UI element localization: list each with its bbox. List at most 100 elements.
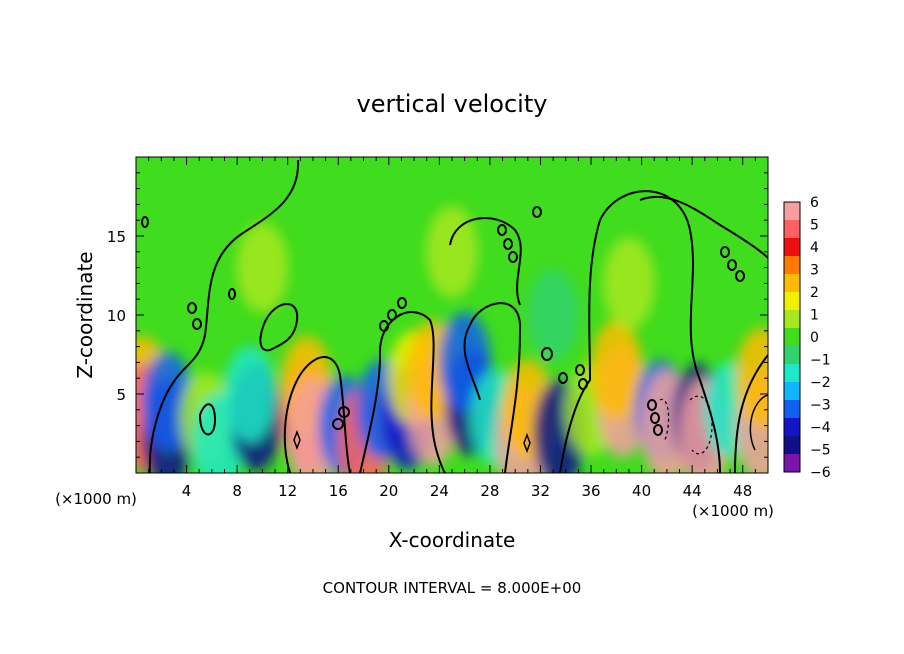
x-tick-label: 20 bbox=[379, 482, 398, 500]
colorbar-label: 5 bbox=[810, 218, 819, 234]
colorbar-label: −3 bbox=[810, 398, 831, 414]
contour-line bbox=[559, 190, 721, 473]
contour-line bbox=[148, 159, 300, 473]
contour-line bbox=[463, 302, 522, 473]
velocity-cell bbox=[426, 205, 478, 298]
colorbar-segment bbox=[784, 256, 800, 275]
colorbar-segment bbox=[784, 454, 800, 473]
contour-line bbox=[578, 378, 588, 390]
velocity-cell bbox=[527, 269, 580, 361]
contour-line bbox=[503, 238, 513, 250]
contour-line bbox=[639, 195, 768, 259]
velocity-cell bbox=[602, 237, 655, 330]
colorbar-label: 0 bbox=[810, 330, 819, 346]
chart-title: vertical velocity bbox=[357, 90, 548, 118]
x-tick-label: 48 bbox=[733, 482, 752, 500]
velocity-cell bbox=[590, 320, 643, 421]
contour-line bbox=[497, 224, 507, 236]
x-axis-label: X-coordinate bbox=[389, 528, 516, 552]
colorbar: 6 5 4 3 2 1 0 −1 −2 −3 −4 −5 −6 bbox=[783, 195, 831, 481]
colorbar-segment bbox=[784, 292, 800, 311]
x-tick-label: 12 bbox=[278, 482, 297, 500]
colorbar-segment bbox=[784, 364, 800, 383]
contour-line bbox=[689, 395, 713, 455]
contour-line bbox=[338, 406, 350, 418]
contour-line bbox=[387, 309, 397, 321]
colorbar-segment bbox=[784, 220, 800, 239]
colorbar-label: −5 bbox=[810, 443, 831, 459]
contour-line bbox=[523, 432, 531, 454]
colorbar-segment bbox=[784, 418, 800, 437]
velocity-cell bbox=[735, 328, 768, 429]
colorbar-label: 4 bbox=[810, 240, 819, 256]
contour-line bbox=[532, 206, 542, 218]
colorbar-segment bbox=[784, 310, 800, 329]
colorbar-label: −6 bbox=[810, 465, 831, 481]
colorbar-label: −4 bbox=[810, 420, 831, 436]
contour-line bbox=[359, 311, 446, 473]
x-tick-label: 40 bbox=[632, 482, 651, 500]
contour-line bbox=[397, 297, 407, 309]
y-tick-label: 15 bbox=[107, 228, 126, 246]
contour-line bbox=[449, 217, 522, 306]
contour-line bbox=[198, 403, 217, 436]
colorbar-frame bbox=[783, 201, 801, 473]
contour-interval-text: CONTOUR INTERVAL = 8.000E+00 bbox=[323, 579, 582, 597]
x-tick-label: 32 bbox=[531, 482, 550, 500]
contour-line bbox=[735, 270, 745, 282]
contour-line bbox=[720, 246, 730, 258]
colorbar-segment bbox=[784, 436, 800, 455]
contour-line bbox=[727, 259, 737, 271]
y-tick-label: 5 bbox=[116, 386, 126, 404]
contour-line bbox=[332, 418, 344, 430]
x-unit-right: (×1000 m) bbox=[692, 502, 774, 520]
colorbar-segment bbox=[784, 274, 800, 293]
colorbar-label: −1 bbox=[810, 353, 831, 369]
colorbar-label: 2 bbox=[810, 285, 819, 301]
contour-line bbox=[228, 288, 236, 300]
contour-line bbox=[187, 302, 197, 314]
colorbar-label: 6 bbox=[810, 195, 819, 211]
colorbar-segment bbox=[784, 238, 800, 257]
contour-line bbox=[508, 251, 518, 263]
zero-contours bbox=[141, 159, 768, 473]
colorbar-segment bbox=[784, 382, 800, 401]
contour-line bbox=[259, 303, 299, 352]
contour-line bbox=[192, 318, 202, 330]
contour-line bbox=[558, 372, 568, 384]
contour-line bbox=[541, 347, 553, 361]
x-tick-label: 24 bbox=[430, 482, 449, 500]
x-unit-left: (×1000 m) bbox=[55, 490, 137, 508]
contour-line bbox=[379, 320, 389, 332]
colorbar-segment bbox=[784, 328, 800, 347]
y-axis: 5 10 15 bbox=[107, 172, 768, 458]
colorbar-label: −2 bbox=[810, 375, 831, 391]
colorbar-label: 1 bbox=[810, 308, 819, 324]
contour-line bbox=[653, 424, 663, 436]
contour-line bbox=[141, 216, 149, 228]
x-tick-label: 28 bbox=[480, 482, 499, 500]
colorbar-segment bbox=[784, 400, 800, 419]
contour-line bbox=[650, 412, 660, 424]
x-tick-label: 16 bbox=[329, 482, 348, 500]
x-axis: 4 8 12 16 20 24 28 32 36 40 44 48 bbox=[148, 157, 756, 500]
x-tick-label: 8 bbox=[232, 482, 242, 500]
contour-line bbox=[647, 399, 657, 411]
x-tick-label: 4 bbox=[182, 482, 192, 500]
contour-line bbox=[575, 364, 585, 376]
colorbar-segment bbox=[784, 202, 800, 221]
colorbar-label: 3 bbox=[810, 263, 819, 279]
y-axis-label: Z-coordinate bbox=[73, 251, 97, 378]
contour-line bbox=[283, 356, 351, 473]
x-tick-label: 36 bbox=[581, 482, 600, 500]
velocity-cell bbox=[236, 222, 289, 313]
x-tick-label: 44 bbox=[683, 482, 702, 500]
velocity-cell bbox=[223, 346, 276, 442]
contour-line bbox=[659, 398, 670, 441]
contour-line bbox=[293, 429, 301, 451]
colorbar-segment bbox=[784, 346, 800, 365]
contour-line bbox=[734, 354, 768, 473]
y-tick-label: 10 bbox=[107, 307, 126, 325]
contour-line bbox=[749, 394, 768, 451]
